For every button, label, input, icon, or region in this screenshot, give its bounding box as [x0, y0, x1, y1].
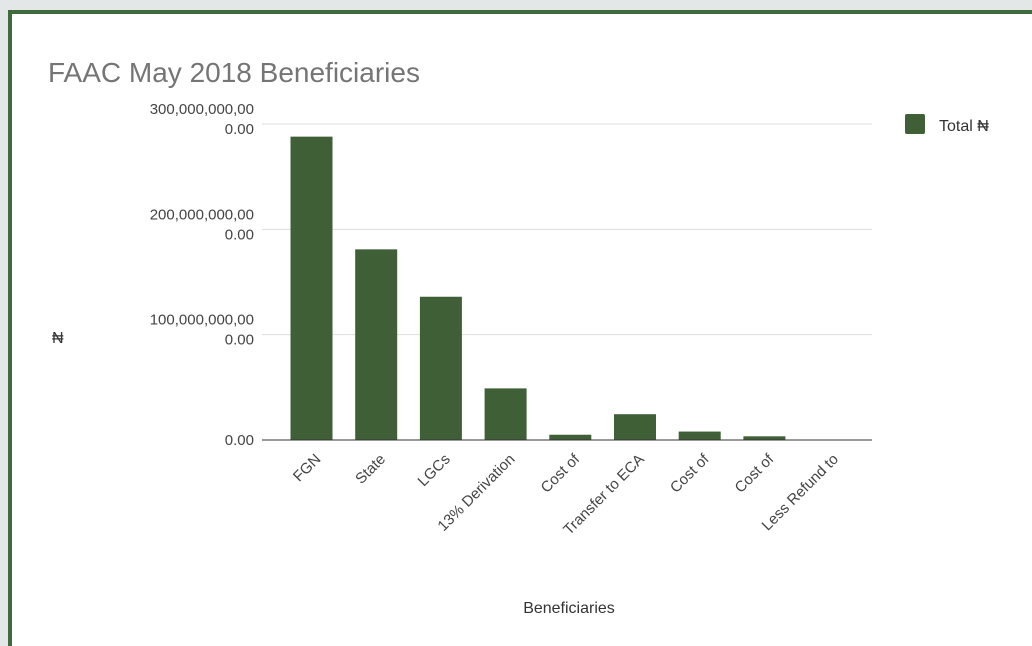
x-category-label: Cost of: [537, 450, 583, 496]
x-category-label: State: [352, 451, 389, 488]
x-axis-title: Beneficiaries: [523, 600, 615, 617]
x-category-label: Cost of: [667, 450, 713, 496]
y-tick-label: 200,000,000,00 0.00: [150, 206, 254, 243]
bar: [743, 436, 786, 440]
y-tick-label: 100,000,000,00 0.00: [150, 312, 254, 349]
bar: [355, 249, 398, 440]
bar: [549, 434, 592, 440]
bar: [678, 431, 721, 440]
legend-swatch: [905, 114, 925, 134]
x-category-label: LGCs: [415, 451, 454, 490]
y-tick-label: 300,000,000,00 0.00: [150, 101, 254, 138]
legend-label: Total ₦: [939, 118, 989, 135]
y-axis-ticks: 0.00 100,000,000,00 0.00 200,000,000,00 0.00…: [150, 101, 254, 449]
legend: Total ₦: [905, 114, 989, 135]
y-tick-label: 0.00: [225, 432, 254, 449]
bar: [614, 414, 656, 440]
x-category-label: Cost of: [732, 450, 778, 496]
x-category-label: FGN: [290, 451, 324, 485]
chart-frame: [8, 10, 1032, 646]
bars: [290, 136, 786, 440]
chart-title: FAAC May 2018 Beneficiaries: [48, 57, 420, 88]
bar: [484, 388, 527, 440]
y-axis-title: ₦: [52, 330, 64, 347]
gridlines: [262, 123, 872, 336]
bar: [290, 136, 333, 440]
bar: [419, 296, 462, 440]
